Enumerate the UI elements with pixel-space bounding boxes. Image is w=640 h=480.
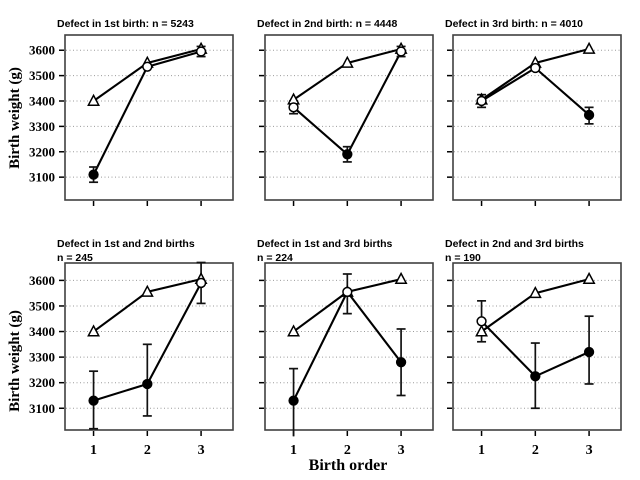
y-tick-label: 3400 [29,94,55,109]
triangle-marker [340,55,354,68]
chart-panel-3: Defect in 3rd birth: n = 4010 [445,18,622,206]
open-circle-marker [342,286,353,298]
y-tick-label: 3200 [29,144,55,159]
panel-title: Defect in 3rd birth: n = 4010 [445,18,583,30]
triangle-marker [87,93,101,106]
y-tick-label: 3400 [29,324,55,339]
filled-circle-marker [88,169,99,180]
triangle-marker [394,271,408,285]
y-tick-label: 3200 [29,375,55,390]
plot-frame [452,34,622,201]
open-circle-marker [395,46,407,57]
triangle-marker [475,324,489,337]
y-tick-label: 3300 [29,350,55,365]
panel-title: n = 245 [57,252,93,264]
panel-title: Defect in 1st and 2nd births [57,238,195,250]
filled-circle-marker [142,378,153,390]
x-axis-label: Birth order [308,457,388,474]
circles-line [481,66,590,116]
open-circle-marker [288,102,299,113]
plot-frame [452,262,622,431]
x-tick-label: 3 [398,443,405,458]
panel-title: n = 224 [257,252,293,264]
x-tick-label: 1 [478,443,485,458]
plot-frame [264,262,434,431]
open-circle-marker [530,62,541,74]
filled-circle-marker [583,109,595,121]
panel-title: Defect in 2nd birth: n = 4448 [257,18,397,30]
y-tick-label: 3600 [29,43,55,58]
x-tick-label: 1 [290,443,297,458]
plot-frame [64,34,234,201]
y-tick-label: 3100 [29,170,55,185]
y-tick-label: 3500 [29,298,55,313]
x-tick-label: 3 [586,443,593,458]
triangle-marker [87,324,101,337]
triangle-marker [528,285,542,299]
triangle-marker [582,271,596,285]
triangle-marker [287,324,301,337]
chart-panel-1: Defect in 1st birth: n = 5243 3600 3500 340… [29,18,234,206]
chart-panel-2: Defect in 2nd birth: n = 4448 [257,18,434,206]
panel-title: Defect in 2nd and 3rd births [445,238,584,250]
y-tick-label: 3500 [29,68,55,83]
y-tick-label: 3100 [29,401,55,416]
filled-circle-marker [530,371,541,382]
triangle-marker [140,284,154,297]
x-tick-label: 2 [532,443,539,458]
panel-title: n = 190 [445,252,481,264]
y-tick-label: 3300 [29,119,55,134]
filled-circle-marker [88,395,99,406]
plot-frame [64,262,234,431]
x-tick-label: 2 [344,443,351,458]
triangle-marker [582,41,596,54]
open-circle-marker [195,277,207,289]
panel-title: Defect in 1st and 3rd births [257,238,393,250]
filled-circle-marker [288,395,299,406]
open-circle-marker [476,95,487,107]
x-tick-label: 2 [144,443,151,458]
x-tick-label: 3 [198,443,205,458]
x-tick-label: 1 [90,443,97,458]
filled-circle-marker [342,149,353,160]
panel-title: Defect in 1st birth: n = 5243 [57,18,194,30]
chart-panel-5: Defect in 1st and 3rd births n = 224 1 2 3 [257,238,434,458]
filled-circle-marker [395,357,407,368]
plot-frame [264,34,434,201]
open-circle-marker [142,61,153,72]
filled-circle-marker [583,346,595,358]
open-circle-marker [195,46,207,57]
chart-panel-6: Defect in 2nd and 3rd births n = 190 1 2 3 [445,238,622,458]
y-tick-label: 3600 [29,273,55,288]
open-circle-marker [476,316,487,327]
